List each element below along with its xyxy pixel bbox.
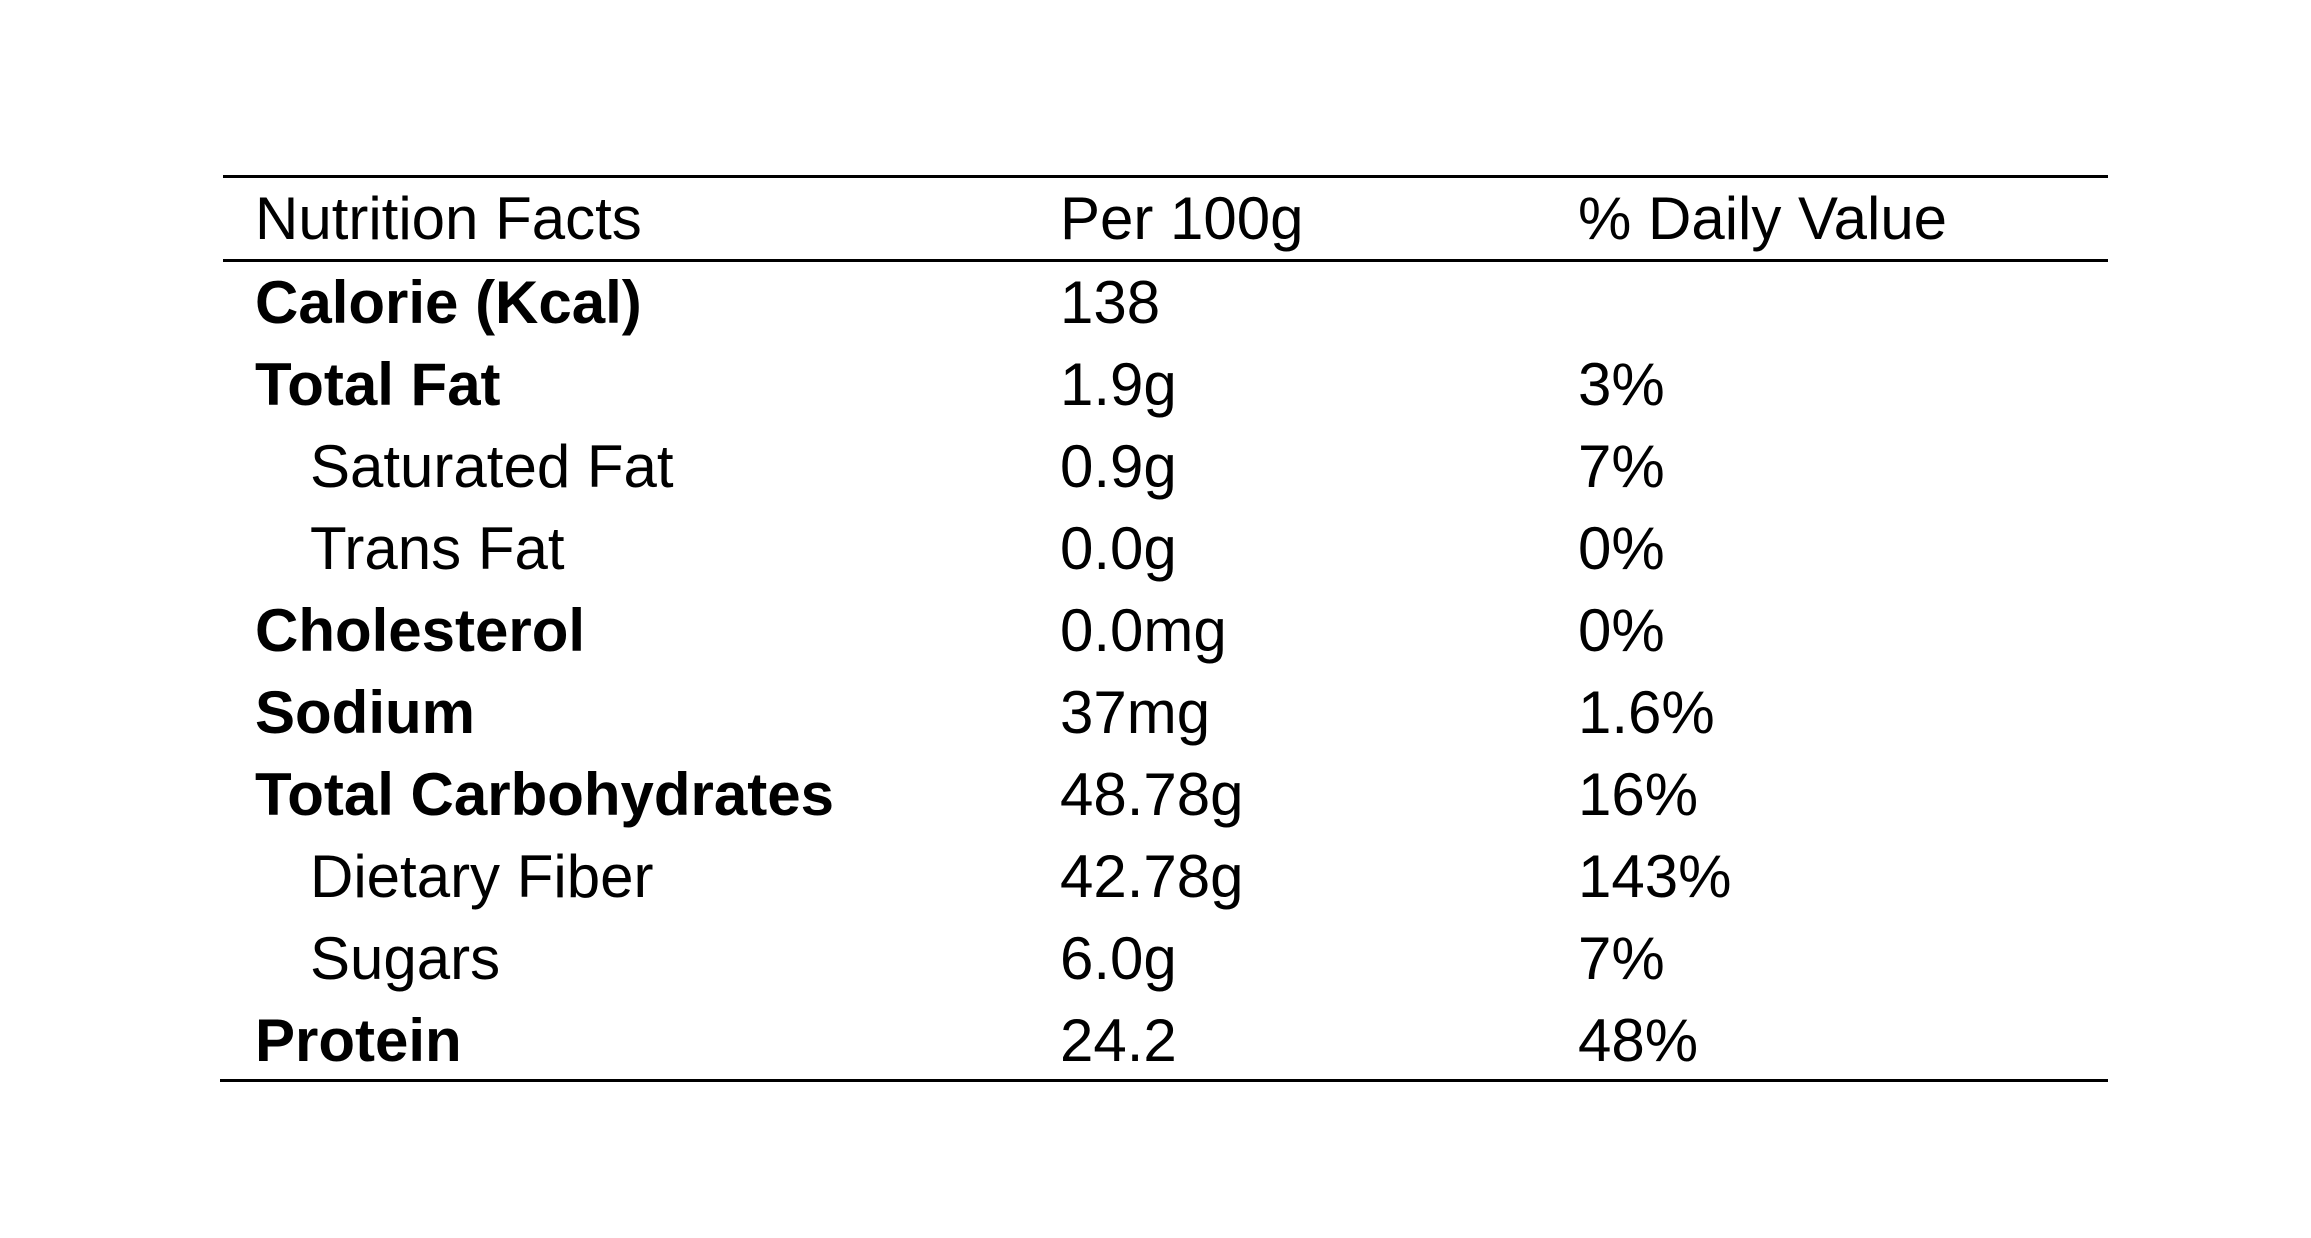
daily-value: 0% — [1578, 515, 1665, 582]
header-per-100g: Per 100g — [1060, 185, 1304, 252]
daily-value: 0% — [1578, 597, 1665, 664]
table-row: Calorie (Kcal) 138 — [220, 262, 2108, 344]
nutrient-name: Dietary Fiber — [310, 843, 654, 910]
daily-value: 7% — [1578, 925, 1665, 992]
per-100g-value: 0.0mg — [1060, 597, 1227, 664]
daily-value: 48% — [1578, 1007, 1699, 1074]
per-100g-value: 0.9g — [1060, 433, 1177, 500]
per-100g-value: 6.0g — [1060, 925, 1177, 992]
nutrient-name: Protein — [255, 1007, 462, 1074]
table-row: Sodium 37mg 1.6% — [220, 672, 2108, 754]
nutrient-name: Total Fat — [255, 351, 501, 418]
table-row: Cholesterol 0.0mg 0% — [220, 590, 2108, 672]
daily-value: 143% — [1578, 843, 1732, 910]
per-100g-value: 37mg — [1060, 679, 1211, 746]
nutrient-name: Calorie (Kcal) — [255, 269, 642, 336]
per-100g-value: 1.9g — [1060, 351, 1177, 418]
daily-value: 16% — [1578, 761, 1699, 828]
table-row: Trans Fat 0.0g 0% — [220, 508, 2108, 590]
per-100g-value: 48.78g — [1060, 761, 1244, 828]
header-row: Nutrition Facts Per 100g % Daily Value — [220, 178, 2108, 260]
header-daily-value: % Daily Value — [1578, 185, 1948, 252]
per-100g-value: 42.78g — [1060, 843, 1244, 910]
table-row: Total Fat 1.9g 3% — [220, 344, 2108, 426]
daily-value: 1.6% — [1578, 679, 1715, 746]
table-top-rule — [223, 175, 2108, 178]
table-row: Saturated Fat 0.9g 7% — [220, 426, 2108, 508]
daily-value: 7% — [1578, 433, 1665, 500]
nutrient-name: Total Carbohydrates — [255, 761, 834, 828]
table-row: Dietary Fiber 42.78g 143% — [220, 836, 2108, 918]
nutrient-name: Saturated Fat — [310, 433, 674, 500]
nutrient-name: Trans Fat — [310, 515, 565, 582]
nutrient-name: Sugars — [310, 925, 501, 992]
nutrient-name: Sodium — [255, 679, 475, 746]
per-100g-value: 24.2 — [1060, 1007, 1177, 1074]
table-bottom-rule — [220, 1079, 2108, 1082]
table-row: Protein 24.2 48% — [220, 1000, 2108, 1082]
header-nutrition-facts: Nutrition Facts — [255, 185, 642, 252]
per-100g-value: 138 — [1060, 269, 1161, 336]
daily-value: 3% — [1578, 351, 1665, 418]
per-100g-value: 0.0g — [1060, 515, 1177, 582]
header-rule — [223, 259, 2108, 262]
nutrient-name: Cholesterol — [255, 597, 586, 664]
table-row: Total Carbohydrates 48.78g 16% — [220, 754, 2108, 836]
table-row: Sugars 6.0g 7% — [220, 918, 2108, 1000]
